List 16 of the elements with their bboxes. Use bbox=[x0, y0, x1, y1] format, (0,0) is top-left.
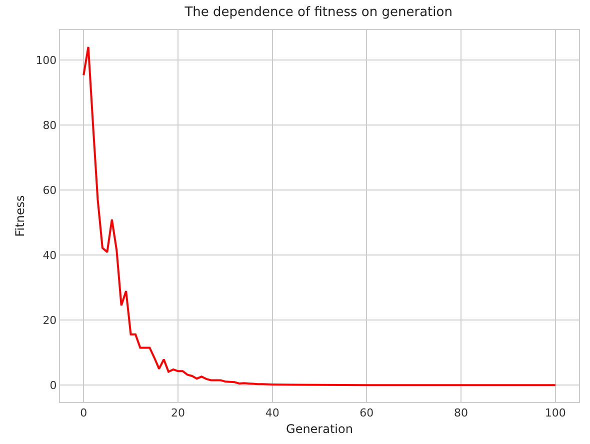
y-tick-label: 40 bbox=[42, 248, 57, 262]
x-tick-label: 80 bbox=[454, 406, 468, 420]
x-axis-title: Generation bbox=[286, 422, 353, 436]
y-tick-label: 80 bbox=[42, 118, 57, 132]
line-series bbox=[82, 46, 556, 386]
chart-title: The dependence of fitness on generation bbox=[184, 4, 452, 20]
x-tick-label: 0 bbox=[80, 406, 88, 420]
y-axis-title: Fitness bbox=[13, 195, 27, 237]
x-tick-label: 60 bbox=[360, 406, 374, 420]
x-tick-label: 100 bbox=[544, 406, 566, 420]
y-tick-label: 100 bbox=[36, 54, 57, 67]
y-tick-label: 0 bbox=[50, 378, 57, 392]
x-tick-label: 20 bbox=[170, 406, 185, 420]
x-tick-label: 40 bbox=[265, 406, 280, 420]
y-tick-label: 20 bbox=[42, 314, 57, 327]
y-tick-label: 60 bbox=[42, 184, 57, 197]
